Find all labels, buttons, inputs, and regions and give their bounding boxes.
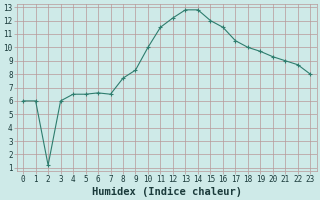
X-axis label: Humidex (Indice chaleur): Humidex (Indice chaleur) [92, 186, 242, 197]
